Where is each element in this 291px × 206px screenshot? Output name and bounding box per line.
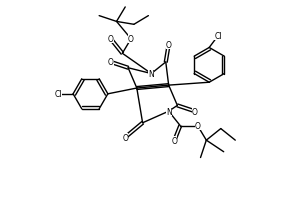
Text: O: O [166, 41, 172, 50]
Text: O: O [108, 35, 114, 44]
Text: N: N [148, 70, 154, 79]
Text: O: O [122, 133, 128, 142]
Text: O: O [108, 58, 114, 67]
Text: N: N [166, 107, 171, 116]
Text: O: O [128, 35, 134, 44]
Text: Cl: Cl [55, 90, 62, 99]
Text: O: O [192, 107, 198, 116]
Text: O: O [171, 136, 178, 145]
Text: Cl: Cl [214, 32, 222, 41]
Text: O: O [195, 122, 200, 131]
